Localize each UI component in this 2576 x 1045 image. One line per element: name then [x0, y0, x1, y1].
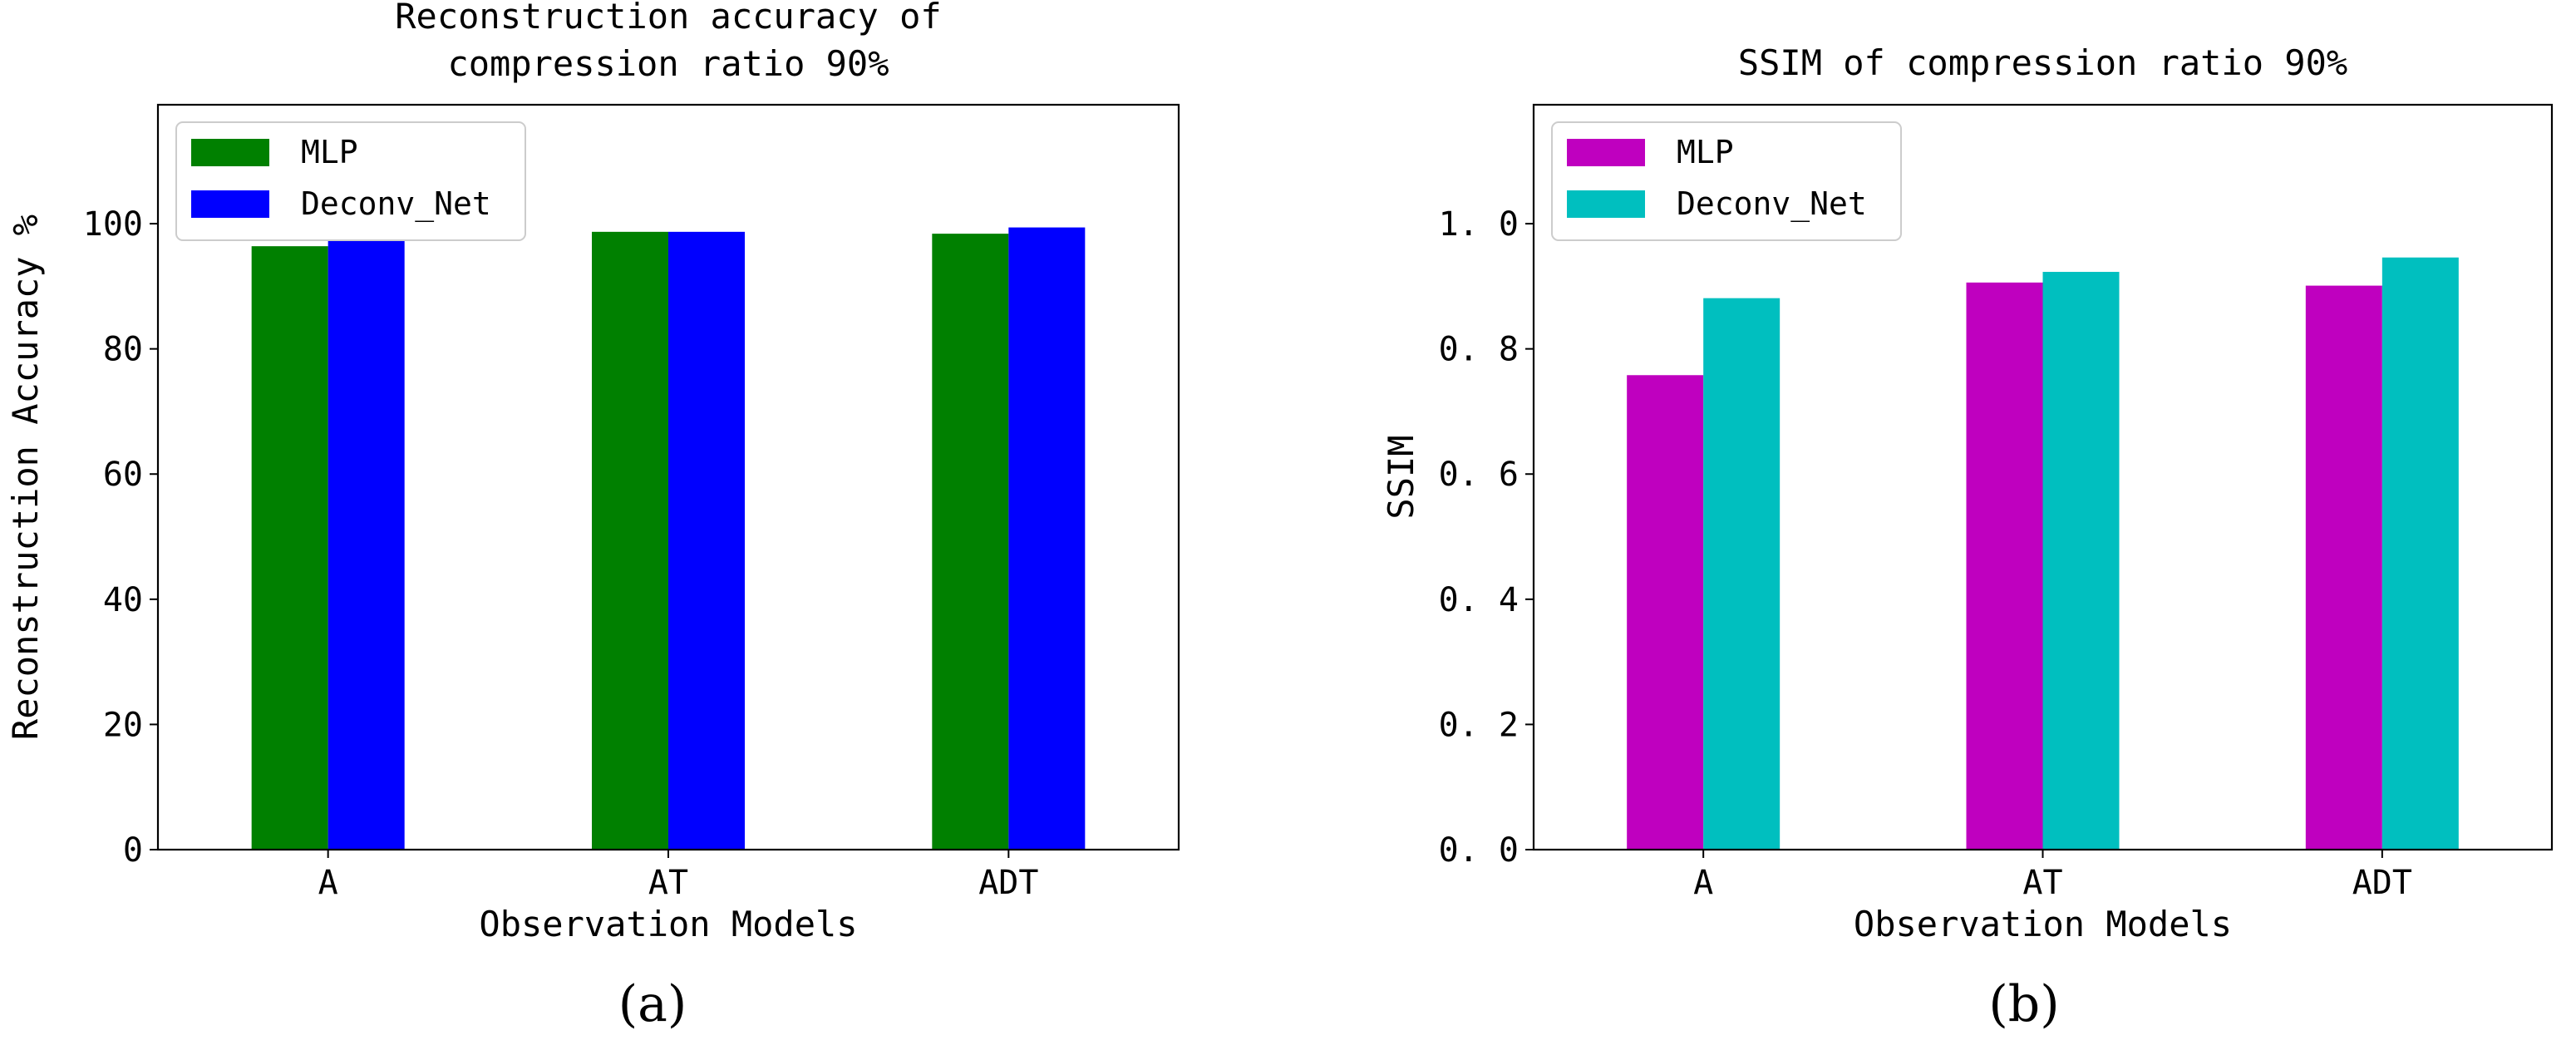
bar-mlp-a: [1627, 375, 1704, 850]
y-tick-label: 1. 0: [1439, 205, 1519, 244]
x-tick-label: A: [318, 864, 338, 902]
x-axis-label: Observation Models: [479, 904, 857, 944]
bar-mlp-adt: [2305, 285, 2382, 850]
bar-deconv-net-at: [2042, 272, 2120, 850]
legend-swatch: [1567, 190, 1645, 218]
y-tick-label: 60: [103, 456, 143, 494]
y-tick-label: 40: [103, 581, 143, 619]
bar-deconv-net-at: [668, 231, 745, 850]
bar-deconv-net-adt: [1008, 227, 1086, 850]
chart-title: compression ratio 90%: [447, 43, 889, 84]
x-tick-label: ADT: [2352, 864, 2412, 902]
bar-mlp-adt: [932, 234, 1009, 850]
plot-frame: [1532, 103, 2554, 851]
legend: MLP Deconv_Net: [1551, 121, 1902, 241]
chart-panel-1: A AT ADT 0 20 40 60 80 100 Reconstruction accurac…: [5, 0, 1180, 1033]
y-tick-label: 0. 8: [1439, 331, 1519, 369]
bar-deconv-net-adt: [2381, 257, 2459, 850]
y-axis-label: Reconstruction Accuracy %: [5, 214, 46, 740]
bar-mlp-a: [251, 246, 328, 850]
bar-mlp-at: [1966, 282, 2043, 850]
y-tick-label: 100: [83, 205, 143, 244]
x-axis-label: Observation Models: [1854, 904, 2232, 944]
legend-label: Deconv_Net: [301, 185, 491, 223]
legend-label: MLP: [301, 134, 358, 170]
y-tick-label: 0. 4: [1439, 581, 1519, 619]
y-tick-label: 0. 2: [1439, 706, 1519, 744]
legend-label: MLP: [1677, 134, 1734, 170]
legend-swatch: [191, 190, 269, 218]
bar-deconv-net-a: [1703, 298, 1781, 850]
y-tick-label: 0. 0: [1439, 831, 1519, 870]
legend-label: Deconv_Net: [1677, 185, 1867, 223]
plot-frame: [156, 103, 1180, 851]
chart-title: Reconstruction accuracy of: [395, 0, 941, 37]
y-tick-label: 0: [123, 831, 143, 870]
y-tick-label: 20: [103, 706, 143, 744]
legend-swatch: [191, 139, 269, 166]
y-tick-label: 80: [103, 331, 143, 369]
y-tick-label: 0. 6: [1439, 456, 1519, 494]
x-tick-label: AT: [648, 864, 688, 902]
legend-swatch: [1567, 139, 1645, 166]
y-axis-label: SSIM: [1381, 435, 1421, 519]
panel-caption: (b): [1988, 975, 2059, 1033]
chart-title: SSIM of compression ratio 90%: [1738, 42, 2347, 83]
legend: MLP Deconv_Net: [175, 121, 526, 241]
x-tick-label: ADT: [978, 864, 1038, 902]
bar-mlp-at: [592, 231, 668, 850]
bar-deconv-net-a: [328, 231, 405, 850]
x-tick-label: A: [1693, 864, 1713, 902]
chart-panel-2: A AT ADT 0. 0 0. 2 0. 4 0. 6 0. 8 1. 0 SSIM of co…: [1381, 42, 2554, 1033]
panel-caption: (a): [618, 975, 687, 1033]
x-tick-label: AT: [2022, 864, 2062, 902]
